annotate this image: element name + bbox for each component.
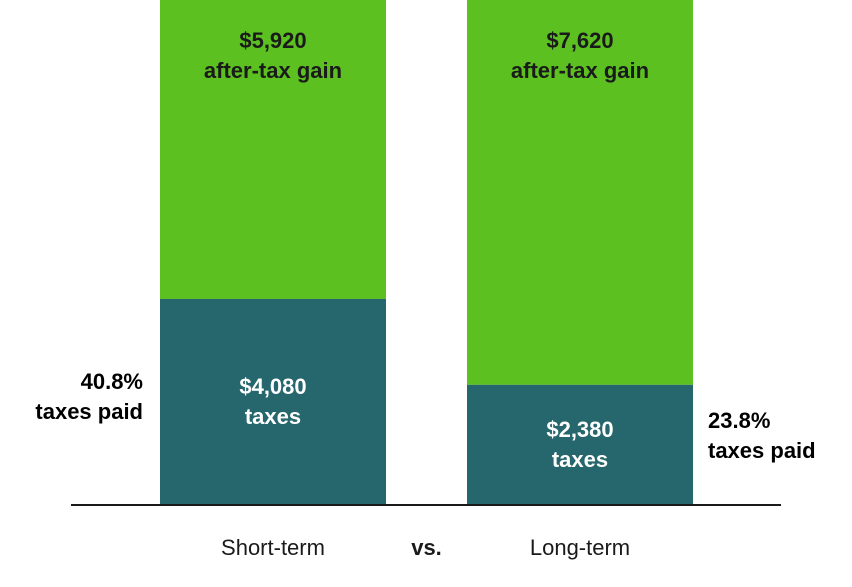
bar-short-term-taxes bbox=[160, 298, 386, 505]
bar-short-term-after-tax-gain bbox=[160, 0, 386, 299]
category-label-long-term: Long-term bbox=[529, 535, 631, 560]
tax-rate-value: 40.8% bbox=[80, 369, 143, 394]
bar-label-long-term-after-tax-gain: $7,620 after-tax gain bbox=[467, 26, 693, 86]
bar-long-term-after-tax-gain bbox=[467, 0, 693, 385]
after-tax-gain-caption: after-tax gain bbox=[203, 58, 343, 83]
after-tax-gain-amount: $7,620 bbox=[546, 28, 614, 53]
after-tax-gain-caption: after-tax gain bbox=[510, 58, 650, 83]
tax-rate-value: 23.8% bbox=[708, 408, 771, 433]
bar-label-long-term-taxes: $2,380 taxes bbox=[467, 415, 693, 475]
taxes-amount: $4,080 bbox=[239, 373, 307, 399]
bar-long-term-taxes bbox=[467, 384, 693, 505]
short-term-tax-rate-annotation: 40.8% taxes paid bbox=[35, 367, 143, 427]
bar-label-short-term-after-tax-gain: $5,920 after-tax gain bbox=[160, 26, 386, 86]
taxes-amount: $2,380 bbox=[546, 416, 614, 442]
tax-rate-text: taxes paid bbox=[708, 438, 816, 463]
bar-label-short-term-taxes: $4,080 taxes bbox=[160, 372, 386, 432]
taxes-caption: taxes bbox=[551, 446, 609, 472]
tax-rate-text: taxes paid bbox=[35, 399, 143, 424]
versus-label: vs. bbox=[411, 535, 442, 560]
category-label-short-term: Short-term bbox=[221, 535, 325, 560]
long-term-tax-rate-annotation: 23.8% taxes paid bbox=[708, 406, 816, 466]
after-tax-gain-amount: $5,920 bbox=[239, 28, 307, 53]
taxes-caption: taxes bbox=[244, 403, 302, 429]
